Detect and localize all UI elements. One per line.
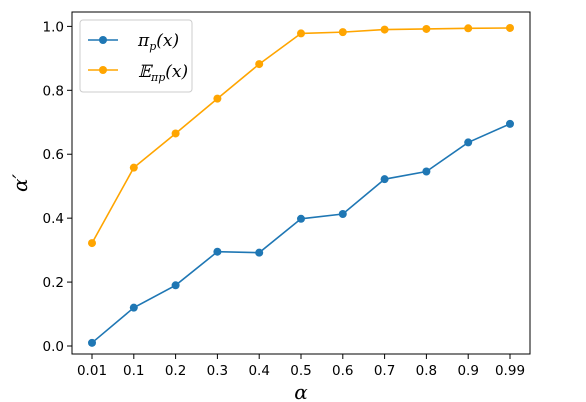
y-axis-ticks: 0.0 0.2 0.4 0.6 0.8 1.0 [43,19,72,355]
data-point [506,119,514,128]
x-tick-label: 0.2 [165,363,186,379]
data-point [213,94,222,103]
data-point [129,303,138,312]
x-tick-label: 0.4 [248,363,269,379]
data-point [88,239,96,248]
series-layer [88,23,514,347]
legend: πp(x) 𝔼πp(x) [79,19,193,93]
y-tick-label: 1.0 [43,19,64,35]
data-point [171,281,180,290]
legend-entry-expectation: 𝔼πp(x) [138,62,188,84]
x-tick-label: 0.5 [290,363,311,379]
x-tick-label: 0.3 [207,363,228,379]
data-point [129,163,138,172]
data-point [380,175,389,184]
data-point [213,247,222,256]
x-tick-label: 0.99 [495,363,525,379]
data-point [297,29,305,38]
y-tick-label: 0.8 [43,83,64,99]
data-point [422,24,431,33]
y-tick-label: 0.0 [43,339,64,355]
x-tick-label: 0.7 [374,363,395,379]
x-axis-label: α [294,380,308,402]
x-tick-label: 0.6 [332,363,353,379]
data-point [88,338,96,347]
data-point [297,214,305,223]
y-tick-label: 0.2 [43,275,64,291]
x-tick-label: 0.8 [416,363,437,379]
data-point [338,28,347,37]
data-point [464,138,473,147]
data-point [506,23,514,32]
data-point [464,24,473,33]
x-tick-label: 0.9 [457,363,478,379]
legend-marker-expectation [99,66,107,74]
y-tick-label: 0.6 [43,147,64,163]
legend-marker-pi-p [99,36,107,44]
legend-box [79,19,193,93]
data-point [422,167,431,176]
y-tick-label: 0.4 [43,211,64,227]
data-point [338,210,347,219]
y-axis-label: α′ [8,174,32,193]
x-tick-label: 0.01 [77,363,107,379]
data-point [255,60,264,69]
legend-entry-pi-p: πp(x) [137,31,179,53]
data-point [255,248,264,257]
x-tick-label: 0.1 [123,363,144,379]
data-point [380,25,389,34]
x-axis-ticks: 0.01 0.1 0.2 0.3 0.4 0.5 0.6 0.7 0.8 0.9 0.99 [77,354,525,379]
data-point [171,129,180,138]
